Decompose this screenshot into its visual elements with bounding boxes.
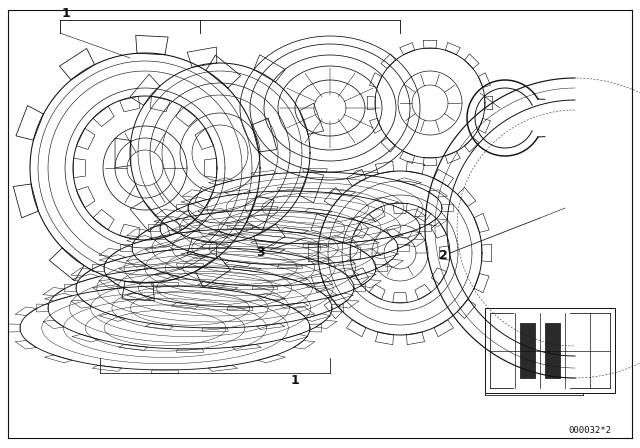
Text: 1: 1 (62, 7, 71, 20)
Text: 3: 3 (257, 246, 265, 258)
Bar (520, 323, 535, 378)
Text: 000032*2: 000032*2 (568, 426, 611, 435)
Text: 2: 2 (439, 249, 448, 262)
Text: 1: 1 (291, 374, 300, 387)
FancyBboxPatch shape (485, 308, 615, 393)
Bar (545, 323, 560, 378)
